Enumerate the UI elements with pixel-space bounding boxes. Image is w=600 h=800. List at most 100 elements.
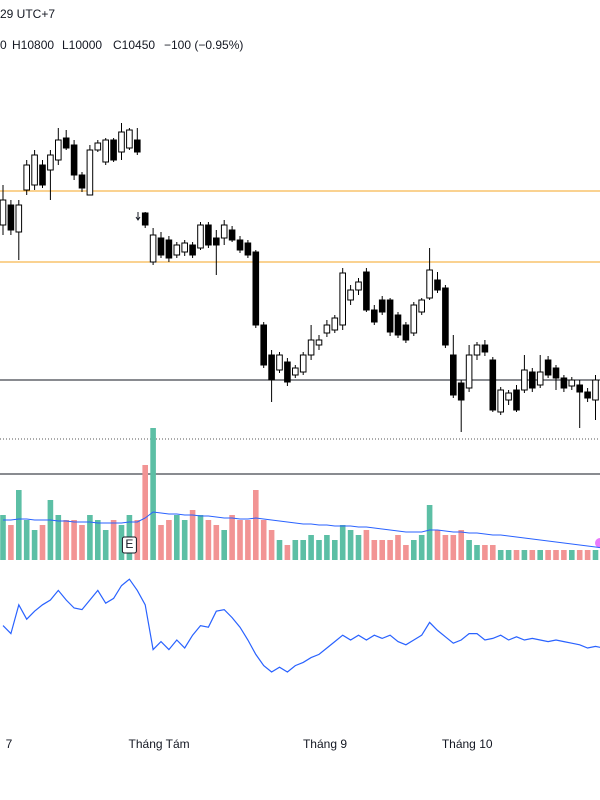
- candle-body: [363, 271, 370, 311]
- candle-body: [552, 367, 560, 379]
- volume-bar: [553, 550, 559, 560]
- candle-body: [228, 229, 236, 241]
- volume-bar: [87, 515, 93, 560]
- candle-body: [299, 354, 307, 373]
- candle-body: [481, 344, 489, 353]
- volume-bar: [411, 540, 417, 560]
- candle-body: [110, 139, 117, 161]
- volume-bar: [268, 530, 275, 560]
- candle-body: [426, 269, 433, 299]
- candle-body: [102, 139, 110, 163]
- volume-bar: [379, 540, 385, 560]
- volume-bar: [355, 535, 362, 560]
- candle-body: [473, 344, 481, 356]
- volume-bar: [292, 540, 299, 560]
- candle-body: [205, 224, 212, 246]
- volume-bar: [79, 525, 85, 560]
- candle-body: [157, 237, 165, 256]
- candle-body: [181, 242, 188, 253]
- candle-body: [47, 154, 54, 171]
- volume-bar: [63, 520, 69, 560]
- volume-bar: [576, 550, 583, 560]
- volume-bar: [403, 545, 409, 560]
- candle-body: [126, 129, 133, 149]
- volume-bar: [497, 550, 504, 560]
- candle-body: [62, 137, 70, 149]
- candle-body: [521, 369, 528, 391]
- volume-bar: [387, 540, 393, 560]
- volume-bar: [347, 530, 354, 560]
- candle-body: [0, 199, 7, 226]
- volume-bar: [102, 530, 109, 560]
- volume-bar: [569, 550, 575, 560]
- candle-body: [15, 204, 23, 233]
- volume-bar: [237, 520, 243, 560]
- volume-bar: [466, 540, 472, 560]
- volume-bar: [166, 520, 172, 560]
- candle-body: [292, 367, 299, 376]
- candle-body: [39, 164, 46, 186]
- volume-bar: [490, 545, 496, 560]
- volume-bar: [150, 428, 156, 560]
- candle-body: [118, 131, 125, 153]
- volume-bar: [174, 515, 180, 560]
- candle-body: [347, 289, 354, 301]
- volume-bar: [505, 550, 512, 560]
- volume-bar: [324, 535, 330, 560]
- candle-body: [410, 304, 418, 334]
- volume-bar: [458, 530, 464, 560]
- candle-body: [134, 139, 141, 153]
- x-tick-label: Tháng Tám: [129, 737, 190, 751]
- candle-body: [197, 224, 204, 249]
- header-close: C10450: [113, 38, 155, 52]
- volume-bar: [450, 535, 457, 560]
- candle-body: [78, 174, 86, 189]
- candle-body: [315, 339, 323, 346]
- candle-body: [592, 379, 599, 401]
- volume-bar: [482, 545, 488, 560]
- volume-bar: [142, 465, 148, 560]
- x-tick-label: Tháng 10: [442, 737, 493, 751]
- volume-bar: [300, 540, 306, 560]
- volume-bar: [418, 535, 425, 560]
- candle-body: [268, 354, 275, 381]
- volume-bar: [110, 520, 117, 560]
- volume-bar: [0, 515, 6, 560]
- edge-marker: [595, 538, 600, 548]
- volume-bar: [592, 550, 599, 560]
- volume-bar: [363, 530, 370, 560]
- volume-bar: [561, 550, 567, 560]
- volume-bar: [426, 505, 433, 560]
- candle-body: [149, 234, 157, 263]
- volume-bar: [434, 530, 441, 560]
- candle-body: [434, 279, 441, 291]
- candle-body: [457, 382, 465, 401]
- candle-body: [244, 242, 252, 256]
- volume-bar: [442, 535, 449, 560]
- volume-bar: [284, 545, 291, 560]
- volume-bar: [134, 520, 141, 560]
- candle-body: [86, 149, 94, 196]
- marker-arrow: [135, 212, 141, 221]
- annotation: E: [125, 537, 133, 551]
- volume-bar: [276, 540, 283, 560]
- volume-bar: [474, 545, 480, 560]
- volume-bar: [545, 550, 551, 560]
- candle-body: [355, 281, 362, 291]
- candle-body: [418, 299, 425, 313]
- candle-body: [189, 244, 196, 256]
- candle-body: [378, 299, 386, 313]
- candle-body: [276, 354, 283, 371]
- candle-body: [252, 251, 260, 326]
- candle-body: [173, 244, 181, 256]
- volume-bar: [158, 525, 164, 560]
- volume-bar: [260, 520, 267, 560]
- candle-body: [450, 354, 457, 396]
- volume-bar: [339, 525, 346, 560]
- volume-bar: [513, 550, 520, 560]
- candle-body: [505, 392, 512, 401]
- volume-bar: [197, 515, 204, 560]
- candle-body: [7, 204, 15, 231]
- volume-bar: [71, 520, 77, 560]
- volume-bar: [39, 525, 46, 560]
